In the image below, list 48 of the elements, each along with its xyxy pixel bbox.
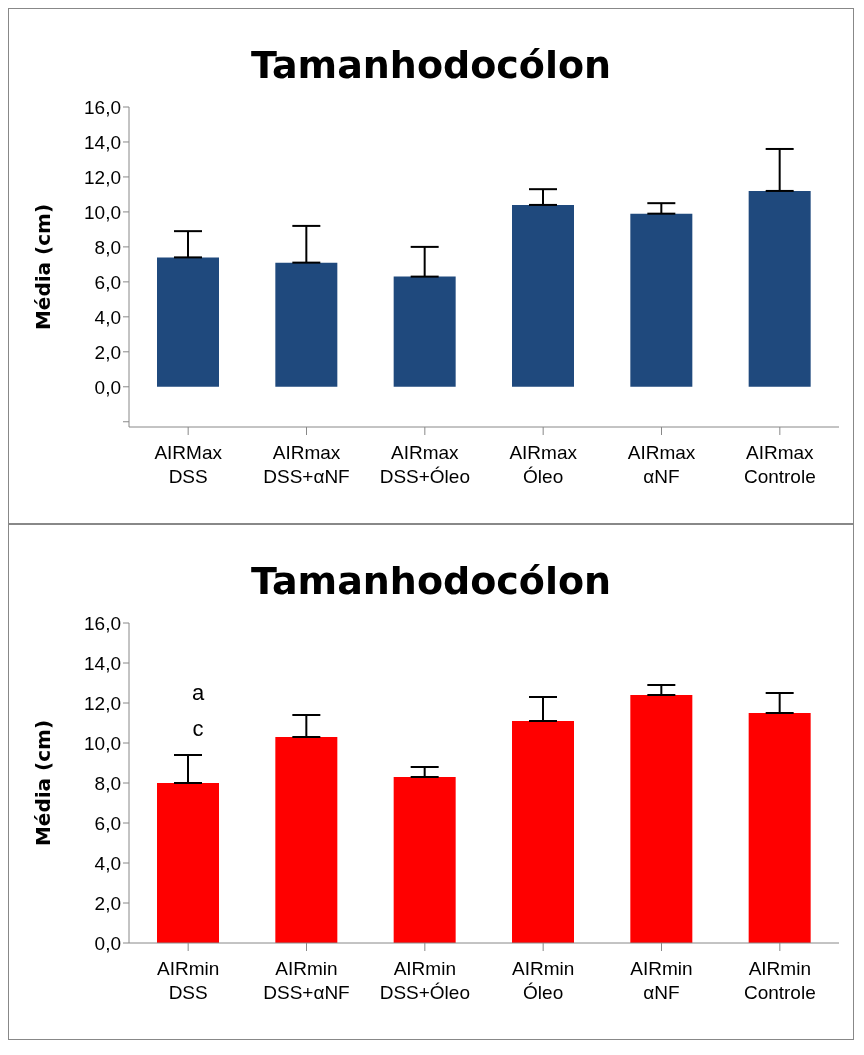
x-tick-label: AIRMax DSS — [154, 442, 223, 487]
y-tick-label: 14,0 — [84, 652, 121, 674]
x-tick-label: AIRmin DSS+αNF — [263, 958, 350, 1003]
y-tick-label: 6,0 — [94, 812, 121, 834]
bar — [630, 213, 693, 387]
x-tick-label: AIRmax Óleo — [509, 442, 578, 487]
y-tick-label: 4,0 — [94, 852, 121, 874]
x-tick-label: AIRmax αNF — [627, 442, 696, 487]
x-tick-label: AIRmax DSS+αNF — [263, 442, 350, 487]
y-tick-label: 0,0 — [94, 932, 121, 954]
x-tick-label: AIRmin DSS+Óleo — [379, 958, 470, 1003]
bar — [157, 257, 219, 387]
annotation: a — [190, 679, 206, 707]
chart-title: Tamanhodocólon — [249, 43, 613, 87]
y-tick-label: 2,0 — [94, 341, 121, 363]
bar — [748, 190, 811, 387]
bar — [275, 737, 338, 943]
y-tick-label: 12,0 — [84, 166, 121, 188]
y-tick-label: 12,0 — [84, 692, 121, 714]
y-tick-label: 10,0 — [84, 732, 121, 754]
bar — [512, 721, 574, 943]
bar — [512, 204, 574, 387]
y-tick-label: 0,0 — [94, 376, 121, 398]
y-tick-label: 6,0 — [94, 271, 121, 293]
y-tick-label: 4,0 — [94, 306, 121, 328]
y-tick-label: 8,0 — [94, 772, 121, 794]
chart-title: Tamanhodocólon — [249, 559, 613, 603]
x-tick-label: AIRmin DSS — [157, 958, 220, 1003]
bar — [748, 713, 811, 943]
y-tick-label: 14,0 — [84, 131, 121, 153]
y-tick-label: 16,0 — [84, 96, 121, 118]
bar — [393, 276, 456, 387]
x-tick-label: AIRmin αNF — [630, 958, 693, 1003]
annotation: c — [191, 715, 205, 743]
y-axis-title: Média (cm) — [31, 719, 56, 847]
bar — [630, 695, 693, 943]
bar — [393, 777, 456, 943]
y-tick-label: 8,0 — [94, 236, 121, 258]
y-tick-label: 16,0 — [84, 612, 121, 634]
y-tick-label: 10,0 — [84, 201, 121, 223]
x-tick-label: AIRmax DSS+Óleo — [379, 442, 470, 487]
y-axis-title: Média (cm) — [31, 203, 56, 331]
x-tick-label: AIRmin Controle — [743, 958, 816, 1003]
y-tick-label: 2,0 — [94, 892, 121, 914]
bar — [275, 262, 338, 387]
bar — [157, 783, 219, 943]
x-tick-label: AIRmax Controle — [743, 442, 816, 487]
x-tick-label: AIRmin Óleo — [512, 958, 575, 1003]
